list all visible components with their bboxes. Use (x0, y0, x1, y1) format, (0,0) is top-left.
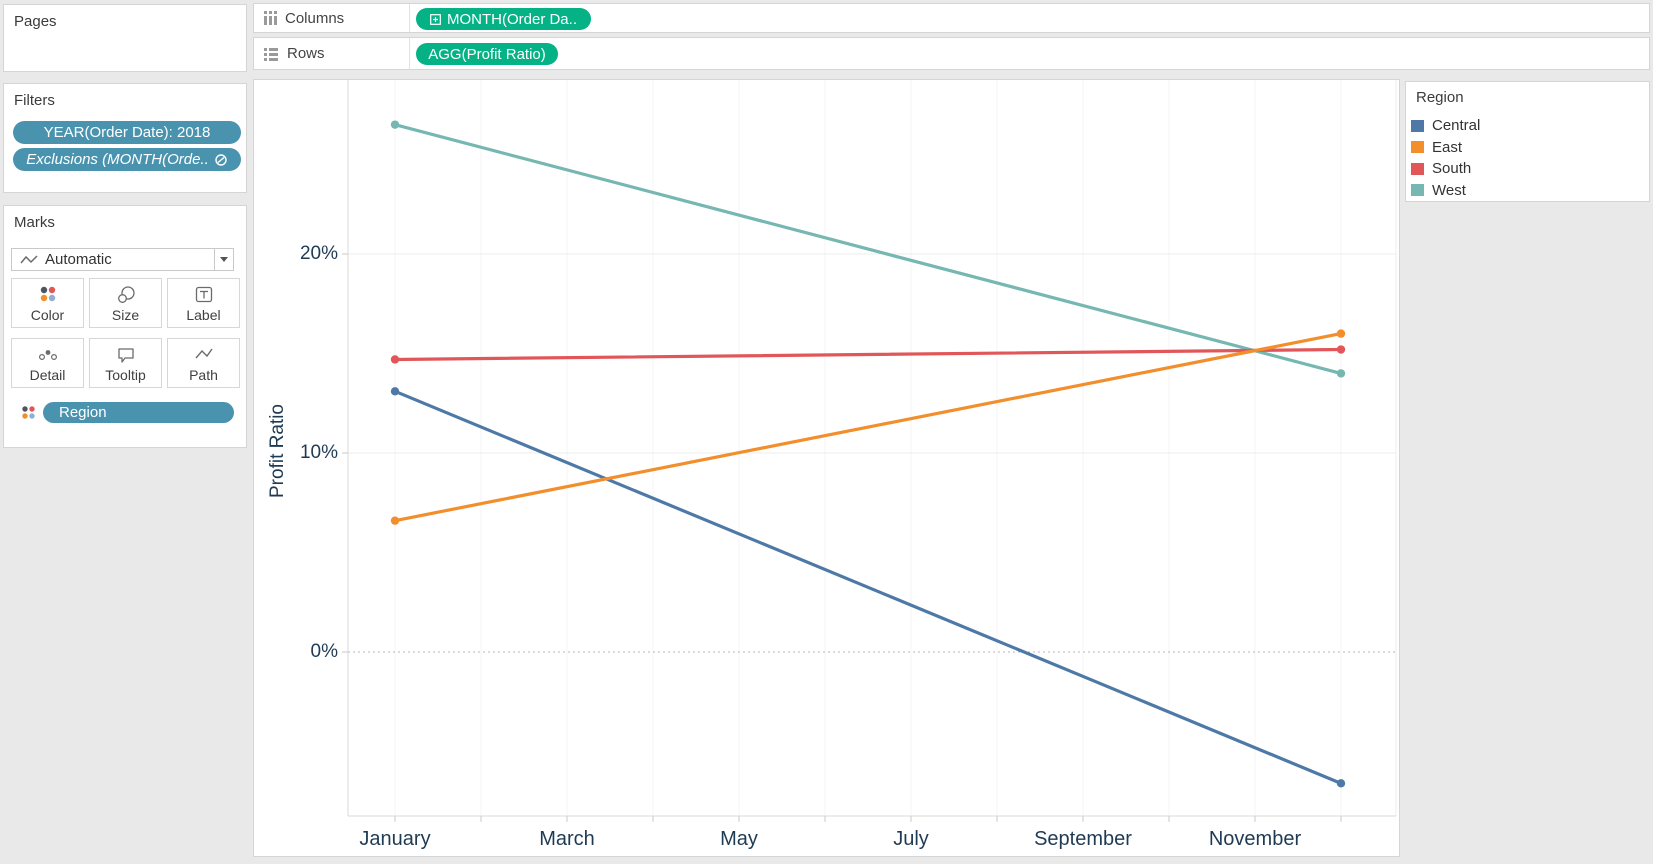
chevron-down-icon (220, 257, 228, 262)
region-pill-label: Region (59, 404, 107, 421)
detail-button-label: Detail (29, 367, 66, 383)
columns-shelf-label: Columns (285, 9, 345, 27)
rows-pill-agg-profit-ratio[interactable]: AGG(Profit Ratio) (416, 43, 558, 65)
color-button-label: Color (30, 307, 65, 323)
mark-type-value: Automatic (45, 251, 112, 268)
x-tick-may: May (720, 828, 758, 850)
color-button[interactable]: Color (11, 278, 84, 328)
marks-region-row: Region (21, 402, 234, 423)
exclusion-icon (214, 153, 228, 167)
region-legend: Region Central East South West (1405, 81, 1650, 202)
series-west-line[interactable] (390, 120, 1346, 378)
series-east-line[interactable] (390, 329, 1346, 525)
filter-pill-label: Exclusions (MONTH(Orde.. (26, 151, 209, 168)
legend-item-label: West (1432, 181, 1466, 199)
detail-icon (38, 350, 57, 361)
x-tick-january: January (359, 828, 431, 850)
path-icon (194, 348, 213, 359)
color-dots-icon (22, 406, 35, 419)
filter-pill-label: YEAR(Order Date): 2018 (43, 124, 211, 141)
legend-item-south[interactable]: South (1411, 158, 1471, 179)
region-pill[interactable]: Region (43, 402, 234, 423)
columns-pill-label: MONTH(Order Da.. (446, 10, 577, 28)
filters-title: Filters (14, 92, 55, 109)
tooltip-button-label: Tooltip (105, 367, 146, 383)
size-button[interactable]: Size (89, 278, 162, 328)
legend-item-west[interactable]: West (1411, 180, 1466, 201)
data-point[interactable] (1336, 779, 1346, 788)
x-tick-march: March (539, 828, 595, 850)
shelf-divider (409, 4, 410, 32)
legend-item-east[interactable]: East (1411, 137, 1462, 158)
series-south-line[interactable] (390, 345, 1346, 364)
expand-icon (430, 13, 441, 25)
size-button-label: Size (111, 307, 140, 323)
central-swatch (1411, 119, 1424, 132)
path-button-label: Path (189, 367, 218, 383)
pages-title: Pages (14, 13, 57, 30)
text-label-icon (195, 286, 212, 303)
west-swatch (1411, 184, 1424, 196)
marks-card: Marks Automatic Color Size (3, 205, 247, 448)
legend-item-label: South (1432, 160, 1472, 177)
label-button[interactable]: Label (167, 278, 240, 328)
y-tick-10: 10% (299, 442, 338, 463)
label-button-label: Label (186, 307, 221, 323)
x-tick-july: July (893, 828, 929, 850)
columns-icon (263, 10, 277, 26)
x-tick-september: September (1034, 828, 1132, 850)
filter-pill-exclusions[interactable]: Exclusions (MONTH(Orde.. (13, 148, 241, 171)
rows-shelf[interactable]: Rows AGG(Profit Ratio) (253, 37, 1650, 70)
detail-button[interactable]: Detail (11, 338, 84, 388)
data-point[interactable] (1336, 369, 1346, 378)
color-dots-icon (40, 286, 55, 302)
x-tick-november: November (1208, 828, 1302, 850)
south-swatch (1411, 162, 1424, 175)
rows-pill-label: AGG(Profit Ratio) (428, 45, 546, 63)
data-point[interactable] (390, 355, 400, 364)
filter-pill-year-order-date[interactable]: YEAR(Order Date): 2018 (13, 121, 241, 144)
legend-item-label: East (1432, 138, 1463, 156)
mark-type-dropdown[interactable]: Automatic (11, 248, 234, 271)
mark-type-caret-button[interactable] (214, 249, 233, 270)
marks-title: Marks (14, 214, 55, 231)
columns-pill-month-order-date[interactable]: MONTH(Order Da.. (416, 8, 591, 30)
data-point[interactable] (1336, 329, 1346, 338)
data-point[interactable] (390, 120, 400, 129)
rows-icon (263, 47, 279, 61)
filters-shelf[interactable]: Filters YEAR(Order Date): 2018 Exclusion… (3, 83, 247, 193)
rows-shelf-label: Rows (287, 45, 325, 62)
data-point[interactable] (390, 387, 400, 396)
chart-area[interactable]: Profit Ratio 20% 10% 0% January March Ma… (253, 79, 1400, 857)
series-central-line[interactable] (390, 387, 1346, 788)
legend-item-central[interactable]: Central (1411, 115, 1480, 136)
legend-item-label: Central (1432, 117, 1481, 134)
data-point[interactable] (1336, 345, 1346, 354)
east-swatch (1411, 141, 1424, 153)
profit-ratio-line-chart[interactable] (254, 80, 1399, 856)
y-tick-20: 20% (299, 243, 338, 264)
shelf-divider (409, 38, 410, 69)
line-mark-icon (20, 254, 38, 266)
pages-shelf[interactable]: Pages (3, 4, 247, 72)
size-icon (117, 286, 135, 303)
path-button[interactable]: Path (167, 338, 240, 388)
tooltip-button[interactable]: Tooltip (89, 338, 162, 388)
y-tick-0: 0% (310, 641, 338, 662)
legend-title: Region (1416, 89, 1464, 106)
tooltip-icon (117, 348, 134, 363)
data-point[interactable] (390, 516, 400, 525)
columns-shelf[interactable]: Columns MONTH(Order Da.. (253, 3, 1650, 33)
